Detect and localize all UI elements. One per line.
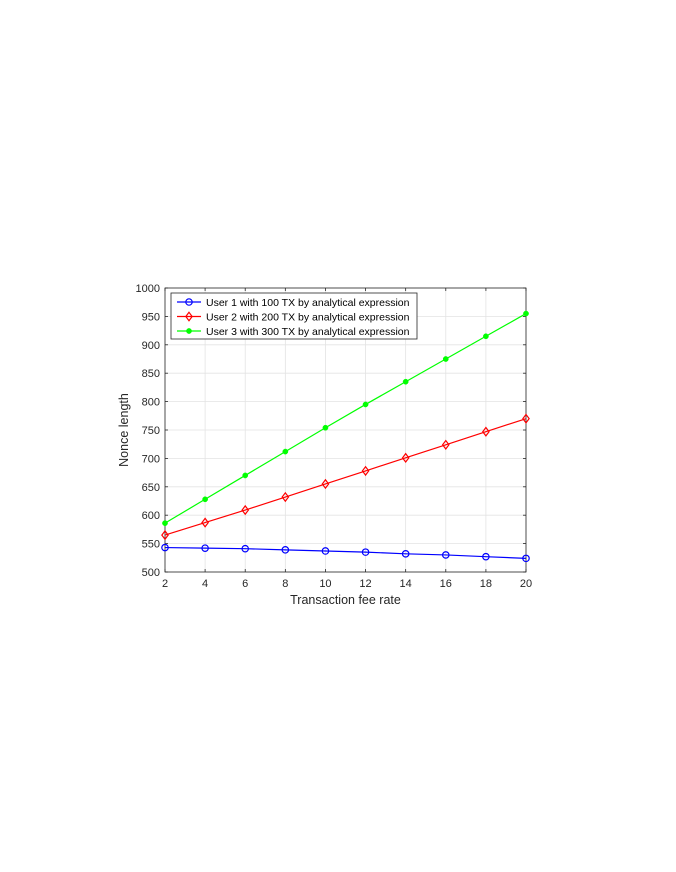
y-axis-label: Nonce length <box>117 393 131 467</box>
legend-box <box>170 292 418 340</box>
y-tick-label: 650 <box>142 482 160 494</box>
x-tick-label: 14 <box>400 578 412 590</box>
series-1-point <box>161 543 169 552</box>
series-3-point <box>202 496 208 503</box>
series-3-point <box>442 356 449 362</box>
series-2-point <box>281 491 290 503</box>
legend-label: User 2 with 200 TX by analytical express… <box>206 311 410 323</box>
y-tick-label: 850 <box>142 368 160 380</box>
series-1-point <box>321 547 330 555</box>
x-tick-label: 6 <box>242 578 248 590</box>
series-1-point <box>281 546 290 554</box>
series-2-point <box>201 517 210 528</box>
series-1-point <box>361 548 370 556</box>
y-tick-label: 900 <box>142 340 160 352</box>
series-2-point <box>361 465 370 477</box>
legend-swatch-marker <box>185 311 193 322</box>
legend: User 1 with 100 TX by analytical express… <box>170 292 418 340</box>
x-tick-label: 10 <box>319 578 331 590</box>
series-1-point <box>441 551 450 559</box>
x-tick-label: 12 <box>359 578 371 590</box>
legend-swatch-marker <box>186 328 192 334</box>
x-tick-label: 8 <box>282 578 288 590</box>
series-1-point <box>401 550 410 558</box>
y-tick-label: 600 <box>142 510 160 522</box>
series-2-point <box>481 426 490 437</box>
series-3-point <box>483 333 489 340</box>
series-1-point <box>201 544 209 552</box>
series-2-point <box>441 439 450 450</box>
series-3-point <box>162 520 168 527</box>
y-tick-label: 750 <box>142 425 160 437</box>
series-1 <box>161 543 530 563</box>
series-2-point <box>401 452 410 464</box>
legend-item: User 1 with 100 TX by analytical express… <box>177 297 410 309</box>
y-tick-label: 950 <box>142 311 160 323</box>
series-2 <box>161 413 530 541</box>
series-3-point <box>362 401 369 408</box>
legend-label: User 1 with 100 TX by analytical express… <box>206 297 410 309</box>
x-tick-label: 18 <box>480 578 492 590</box>
series-2-point <box>321 478 330 490</box>
series-2-point <box>241 504 250 516</box>
legend-item: User 2 with 200 TX by analytical express… <box>177 311 410 323</box>
x-tick-label: 4 <box>202 578 208 590</box>
y-tick-label: 700 <box>142 453 160 465</box>
series-1-point <box>522 554 530 563</box>
series-3 <box>162 310 529 527</box>
series-lines <box>161 310 530 563</box>
series-3-line <box>164 313 527 524</box>
series-1-line <box>164 546 527 559</box>
series-3-point <box>523 310 529 317</box>
axis-ticks: 2 4 6 8 10 12 14 16 18 20 500 550 600 650 700 750 800 850… <box>136 283 533 590</box>
x-tick-label: 20 <box>520 578 532 590</box>
x-tick-label: 16 <box>440 578 452 590</box>
x-tick-label: 2 <box>162 578 168 590</box>
x-axis-label: Transaction fee rate <box>290 593 401 607</box>
y-tick-label: 550 <box>142 539 160 551</box>
legend-label: User 3 with 300 TX by analytical express… <box>206 326 410 338</box>
series-2-line <box>164 418 527 536</box>
series-3-point <box>242 472 249 479</box>
series-3-point <box>402 378 409 385</box>
series-2-point <box>522 413 530 424</box>
y-tick-label: 800 <box>142 397 160 409</box>
series-3-point <box>282 448 289 455</box>
series-1-point <box>241 544 250 553</box>
legend-item: User 3 with 300 TX by analytical express… <box>177 326 410 338</box>
series-3-point <box>322 424 329 431</box>
legend-swatch-marker <box>185 298 193 306</box>
series-2-point <box>161 529 169 541</box>
series-1-point <box>482 552 490 561</box>
y-tick-label: 1000 <box>136 283 160 295</box>
y-tick-label: 500 <box>142 567 160 579</box>
